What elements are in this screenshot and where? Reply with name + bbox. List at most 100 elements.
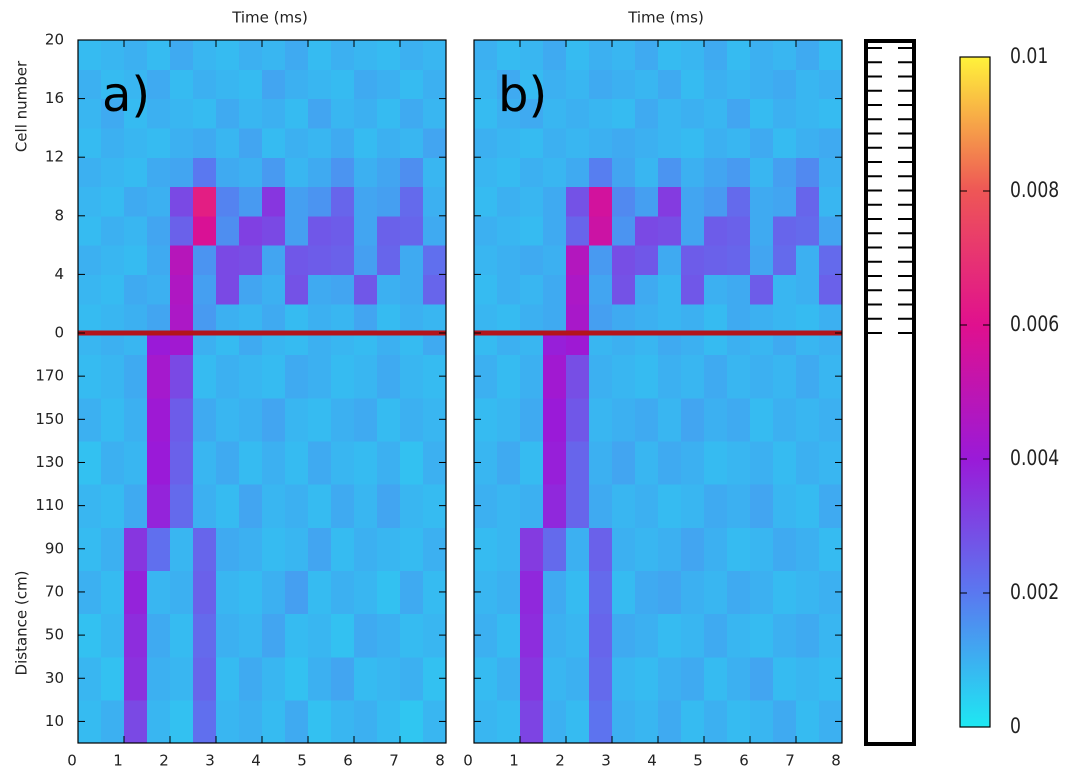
heat-cell — [566, 484, 590, 528]
heat-cell — [285, 354, 309, 399]
heat-cell — [750, 333, 774, 356]
heat-cell — [635, 215, 659, 246]
heat-cell — [262, 303, 286, 334]
x-tick-label: 6 — [343, 752, 353, 770]
heat-cell — [773, 98, 797, 129]
heat-cell — [423, 397, 447, 442]
y-tick-label: 16 — [45, 89, 64, 107]
heat-cell — [773, 440, 797, 485]
heat-cell — [658, 484, 682, 528]
heat-cell — [377, 440, 401, 485]
heat-cell — [423, 440, 447, 485]
heat-cell — [727, 98, 751, 129]
heat-cell — [750, 440, 774, 485]
heat-cell — [819, 397, 843, 442]
heat-cell — [124, 215, 148, 246]
heat-cell — [262, 354, 286, 399]
heat-cell — [497, 613, 521, 658]
heat-cell — [285, 656, 309, 701]
heat-cell — [331, 570, 355, 615]
heat-cell — [681, 527, 705, 571]
heat-cell — [78, 215, 102, 246]
heat-cell — [354, 656, 378, 701]
heat-cell — [124, 274, 148, 305]
heat-cell — [497, 303, 521, 334]
heat-cell — [612, 215, 636, 246]
heat-cell — [520, 397, 544, 442]
heat-cell — [400, 69, 424, 100]
heat-cell — [78, 613, 102, 658]
heat-cell — [423, 245, 447, 275]
heat-cell — [377, 699, 401, 744]
heat-cell — [681, 157, 705, 188]
heat-cell — [285, 397, 309, 442]
heat-cell — [78, 699, 102, 744]
heat-cell — [193, 527, 217, 571]
heat-cell — [377, 215, 401, 246]
x-axis-title: Time (ms) — [231, 9, 308, 27]
heat-cell — [497, 570, 521, 615]
heat-cell — [124, 397, 148, 442]
x-tick-label: 0 — [463, 752, 473, 770]
heat-cell — [612, 527, 636, 571]
heat-cell — [658, 527, 682, 571]
colorbar-tick-label: 0.006 — [1010, 311, 1059, 336]
heat-cell — [239, 186, 263, 217]
heat-cell — [704, 484, 728, 528]
heat-cell — [612, 397, 636, 442]
heat-cell — [474, 333, 498, 356]
heat-cell — [589, 440, 613, 485]
heat-cell — [423, 699, 447, 744]
heat-cell — [147, 333, 171, 356]
heat-cell — [285, 98, 309, 129]
heat-cell — [377, 274, 401, 305]
x-tick-label: 3 — [601, 752, 611, 770]
heat-cell — [773, 127, 797, 158]
heat-cell — [331, 484, 355, 528]
heat-cell — [285, 69, 309, 100]
heat-cell — [331, 40, 355, 70]
heat-cell — [216, 613, 240, 658]
heat-cell — [796, 699, 820, 744]
y-tick-label: 70 — [45, 582, 64, 600]
heat-cell — [474, 354, 498, 399]
x-tick-label: 5 — [693, 752, 703, 770]
heat-cell — [124, 440, 148, 485]
heat-cell — [170, 157, 194, 188]
heat-cell — [773, 484, 797, 528]
heat-cell — [193, 570, 217, 615]
heat-cell — [400, 215, 424, 246]
heat-cell — [773, 354, 797, 399]
heat-cell — [78, 333, 102, 356]
heat-cell — [819, 440, 843, 485]
heat-cell — [635, 613, 659, 658]
heat-cell — [543, 245, 567, 275]
heat-cell — [308, 127, 332, 158]
heat-cell — [262, 397, 286, 442]
heat-cell — [308, 333, 332, 356]
heat-cell — [308, 656, 332, 701]
heat-cell — [497, 527, 521, 571]
colorbar — [959, 56, 991, 728]
heat-cell — [497, 40, 521, 70]
heat-cell — [543, 40, 567, 70]
heat-cell — [354, 69, 378, 100]
x-tick-label: 0 — [67, 752, 77, 770]
heat-cell — [308, 274, 332, 305]
x-tick-label: 4 — [647, 752, 657, 770]
heat-cell — [704, 440, 728, 485]
heat-cell — [101, 333, 125, 356]
heat-cell — [658, 613, 682, 658]
heat-cell — [681, 303, 705, 334]
heat-cell — [285, 484, 309, 528]
heat-cell — [216, 40, 240, 70]
heat-cell — [796, 127, 820, 158]
heat-cell — [285, 40, 309, 70]
heat-cell — [400, 245, 424, 275]
x-tick-label: 7 — [389, 752, 399, 770]
heat-cell — [520, 354, 544, 399]
heat-cell — [216, 354, 240, 399]
heat-cell — [262, 127, 286, 158]
heat-cell — [285, 157, 309, 188]
heat-cell — [400, 157, 424, 188]
